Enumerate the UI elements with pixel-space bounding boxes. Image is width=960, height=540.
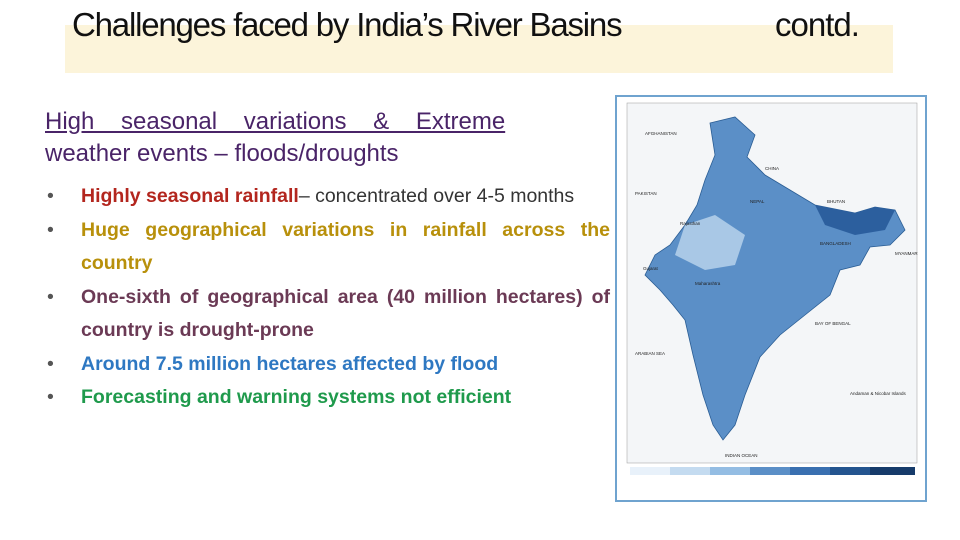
rainfall-map: AFGHANISTAN PAKISTAN CHINA NEPAL BHUTAN BANGL… [615, 95, 927, 502]
map-label: MYANMAR [895, 251, 918, 256]
map-label: Gujarat [643, 266, 659, 271]
map-label: INDIAN OCEAN [725, 453, 758, 458]
bullet: • Around 7.5 million hectares affected by… [45, 348, 610, 382]
title-suffix: contd. [775, 6, 860, 43]
map-label: BHUTAN [827, 199, 845, 204]
map-label: BANGLADESH [820, 241, 851, 246]
map-label: Rajasthan [680, 221, 701, 226]
map-label: NEPAL [750, 199, 765, 204]
bullet-highlight: Around 7.5 million hectares affected by … [81, 352, 499, 375]
bullet: • One-sixth of geographical area (40 mill… [45, 281, 610, 348]
subheading: High seasonal variations & Extreme weath… [45, 106, 605, 170]
bullet-text: – concentrated over 4-5 months [298, 185, 575, 207]
bullet-dot: • [47, 285, 54, 308]
legend-bar [630, 467, 915, 475]
subheading-line: weather events – floods/droughts [45, 140, 399, 167]
bullet-dot: • [47, 185, 54, 207]
bullet: • Highly seasonal rainfall– concentrated … [45, 180, 610, 214]
map-label: Maharashtra [695, 281, 721, 286]
bullet-highlight: One-sixth of geographical area (40 milli… [81, 285, 610, 342]
map-label: BAY OF BENGAL [815, 321, 851, 326]
bullet-dot: • [47, 218, 54, 241]
bullet-highlight: Forecasting and warning systems not effi… [81, 386, 512, 408]
title: Challenges faced by India’s River Basins [72, 6, 623, 43]
map-label: AFGHANISTAN [645, 131, 677, 136]
bullet-dot: • [47, 352, 54, 375]
bullet: • Forecasting and warning systems not eff… [45, 381, 610, 415]
title-band [65, 25, 893, 73]
bullet-highlight: Huge geographical variations in rainfall… [81, 218, 610, 275]
bullet-highlight: Highly seasonal rainfall [81, 185, 299, 207]
india-shape [644, 116, 906, 441]
map-label: ARABIAN SEA [635, 351, 665, 356]
subheading-line: High seasonal variations & Extreme [45, 108, 506, 135]
map-label: PAKISTAN [635, 191, 657, 196]
bullet: • Huge geographical variations in rainfal… [45, 214, 610, 281]
wet-region [815, 205, 895, 235]
map-label: Andaman & Nicobar Islands [850, 391, 907, 396]
bullet-dot: • [47, 386, 54, 408]
dry-region [675, 215, 745, 270]
map-label: CHINA [765, 166, 779, 171]
bullet-list: • Highly seasonal rainfall– concentrated … [45, 180, 610, 415]
